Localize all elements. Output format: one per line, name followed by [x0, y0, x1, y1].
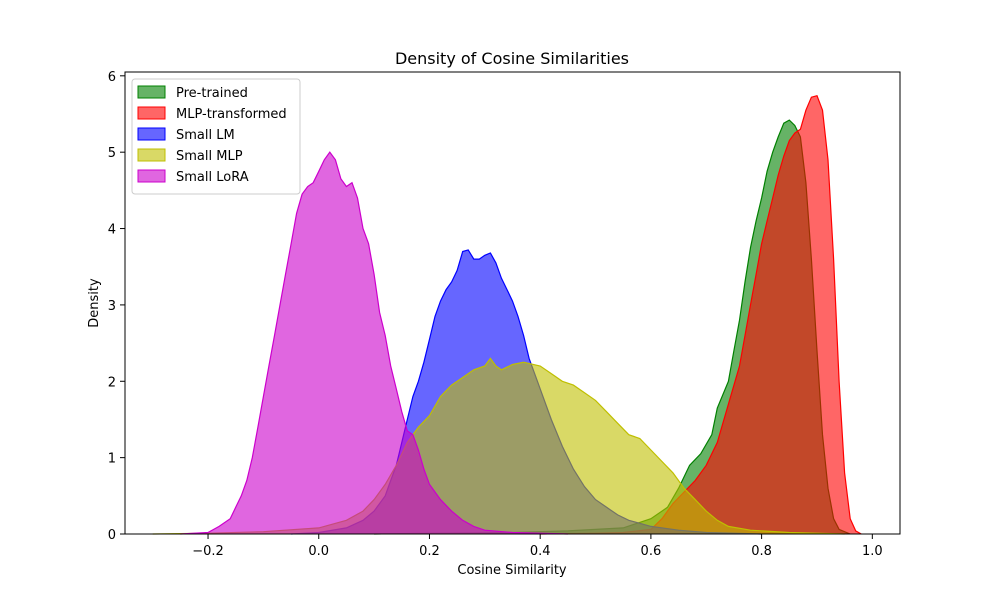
series-line-4 [180, 151, 568, 535]
legend-swatch [137, 148, 166, 162]
legend-label: Small LoRA [176, 170, 249, 185]
legend-label: MLP-transformed [176, 107, 287, 122]
x-tick-label: 0.0 [308, 544, 329, 559]
y-axis: 0 1 2 3 4 5 6 [108, 70, 125, 543]
x-tick-label: 0.2 [419, 544, 440, 559]
legend-swatch [137, 106, 166, 120]
x-axis: −0.2 0.0 0.2 0.4 0.6 0.8 1.0 [192, 534, 883, 559]
series-area-3 [152, 358, 845, 534]
y-tick-label: 0 [108, 528, 116, 543]
series-area-1 [540, 95, 862, 534]
chart-title: Density of Cosine Similarities [395, 49, 629, 68]
legend-label: Small LM [176, 128, 235, 143]
legend-label: Small MLP [176, 149, 243, 164]
legend-swatch [137, 127, 166, 141]
series-layer [152, 94, 862, 535]
legend-swatch [137, 169, 166, 183]
legend-swatch [137, 85, 166, 99]
y-tick-label: 1 [108, 452, 116, 467]
y-tick-label: 5 [108, 146, 116, 161]
y-axis-label: Density [87, 278, 102, 328]
x-tick-label: −0.2 [192, 544, 224, 559]
x-tick-label: 0.6 [641, 544, 662, 559]
x-axis-label: Cosine Similarity [457, 563, 567, 578]
series-area-4 [180, 152, 568, 534]
x-tick-label: 1.0 [862, 544, 883, 559]
y-tick-label: 3 [108, 299, 116, 314]
x-tick-label: 0.8 [751, 544, 772, 559]
y-tick-label: 2 [108, 375, 116, 390]
y-tick-label: 4 [108, 223, 116, 238]
legend: Pre-trained MLP-transformed Small LM Small … [131, 78, 301, 195]
legend-box [131, 78, 301, 195]
plot-frame [124, 71, 901, 535]
legend-label: Pre-trained [176, 86, 248, 101]
y-tick-label: 6 [108, 70, 116, 85]
x-tick-label: 0.4 [530, 544, 551, 559]
